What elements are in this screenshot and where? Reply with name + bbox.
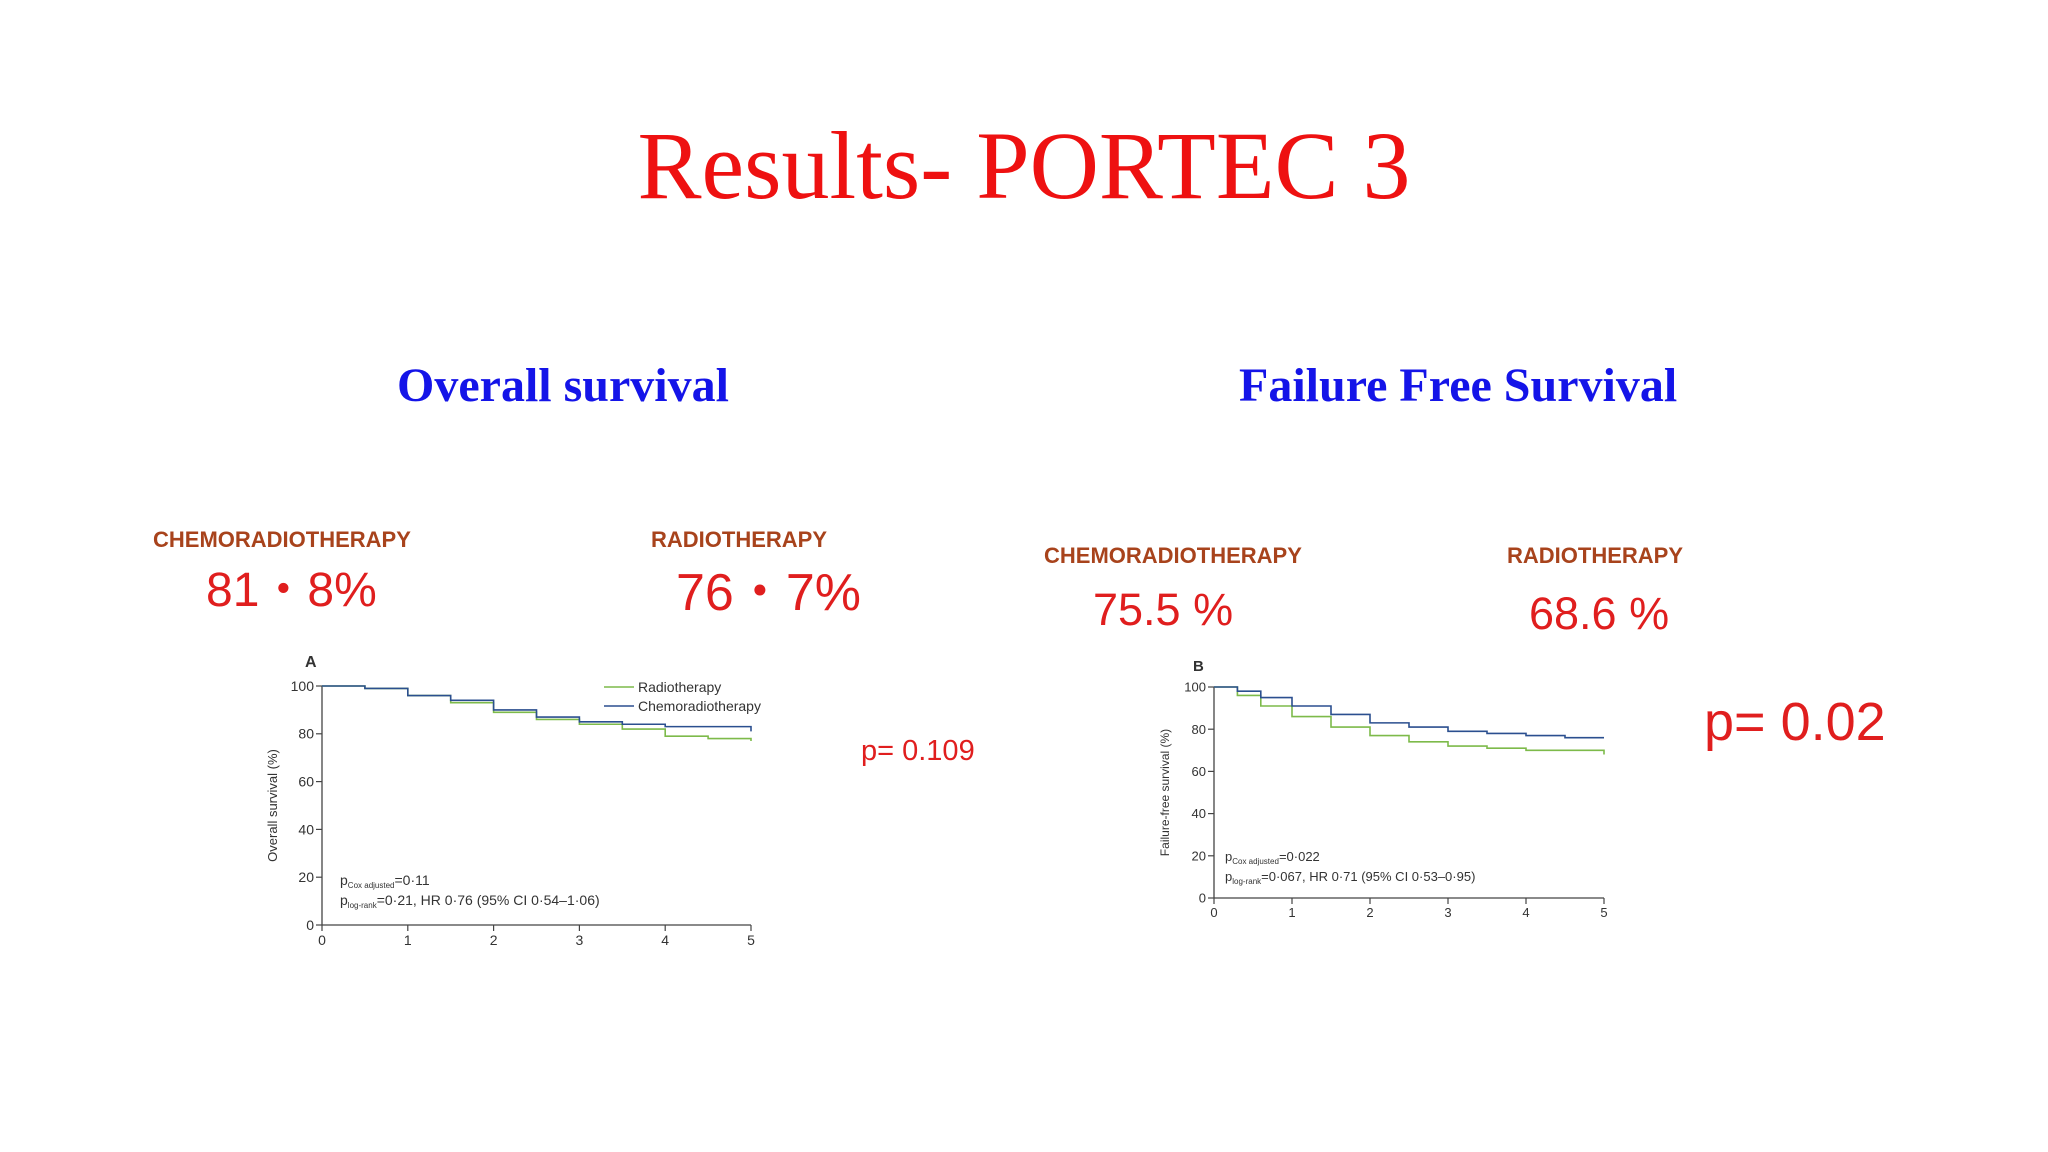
ffs-x-tick-label: 3 (1444, 905, 1451, 920)
slide-title: Results- PORTEC 3 (637, 112, 1411, 219)
ffs-chemoradiotherapy-rate: 75.5 % (1093, 584, 1234, 635)
os-y-axis-label: Overall survival (%) (265, 749, 280, 862)
ffs-x-tick-label: 5 (1600, 905, 1607, 920)
os-x-tick-label: 4 (661, 932, 669, 948)
ffs-y-tick-label: 100 (1184, 680, 1206, 695)
ffs-x-tick-label: 1 (1288, 905, 1295, 920)
ffs-radiotherapy-label: RADIOTHERAPY (1507, 543, 1684, 568)
os-y-tick-label: 40 (298, 821, 314, 837)
os-y-tick-label: 80 (298, 726, 314, 742)
os-radiotherapy-rate: 76・7% (676, 564, 861, 622)
os-x-tick-label: 0 (318, 932, 326, 948)
ffs-y-tick-label: 60 (1192, 764, 1206, 779)
ffs-radiotherapy-rate: 68.6 % (1529, 588, 1670, 639)
ffs-panel-letter: B (1193, 658, 1204, 675)
os-y-tick-label: 100 (291, 678, 315, 694)
os-annotation: pCox adjusted=0·11 (340, 872, 430, 890)
os-x-tick-label: 2 (490, 932, 498, 948)
ffs-x-tick-label: 0 (1210, 905, 1217, 920)
ffs-y-tick-label: 20 (1192, 848, 1206, 863)
ffs-series-radiotherapy (1214, 686, 1605, 755)
ffs-chemoradiotherapy-label: CHEMORADIOTHERAPY (1044, 543, 1302, 568)
os-y-tick-label: 20 (298, 869, 314, 885)
failure-free-survival-heading: Failure Free Survival (1239, 359, 1678, 412)
os-chemoradiotherapy-label: CHEMORADIOTHERAPY (153, 527, 411, 552)
ffs-y-tick-label: 80 (1192, 722, 1206, 737)
os-x-tick-label: 5 (747, 932, 755, 948)
ffs-p-value: p= 0.02 (1704, 692, 1886, 752)
ffs-annotation: pCox adjusted=0·022 (1225, 849, 1320, 866)
os-y-tick-label: 0 (306, 917, 314, 933)
os-annotation: plog-rank=0·21, HR 0·76 (95% CI 0·54–1·0… (340, 892, 600, 910)
ffs-y-tick-label: 0 (1199, 891, 1206, 906)
os-x-tick-label: 3 (576, 932, 584, 948)
os-legend-label: Radiotherapy (638, 679, 721, 695)
os-series-chemoradiotherapy (322, 685, 752, 732)
os-radiotherapy-label: RADIOTHERAPY (651, 527, 828, 552)
ffs-series-chemoradiotherapy (1214, 686, 1604, 739)
os-x-tick-label: 1 (404, 932, 412, 948)
os-legend-label: Chemoradiotherapy (638, 698, 761, 714)
ffs-y-tick-label: 40 (1192, 806, 1206, 821)
ffs-y-axis-label: Failure-free survival (%) (1158, 729, 1172, 856)
os-p-value: p= 0.109 (861, 735, 975, 767)
os-panel-letter: A (305, 654, 317, 671)
overall-survival-heading: Overall survival (397, 359, 729, 412)
ffs-x-tick-label: 2 (1366, 905, 1373, 920)
os-chemoradiotherapy-rate: 81・8% (206, 564, 377, 617)
os-y-tick-label: 60 (298, 774, 314, 790)
ffs-annotation: plog-rank=0·067, HR 0·71 (95% CI 0·53–0·… (1225, 869, 1475, 886)
ffs-x-tick-label: 4 (1522, 905, 1529, 920)
